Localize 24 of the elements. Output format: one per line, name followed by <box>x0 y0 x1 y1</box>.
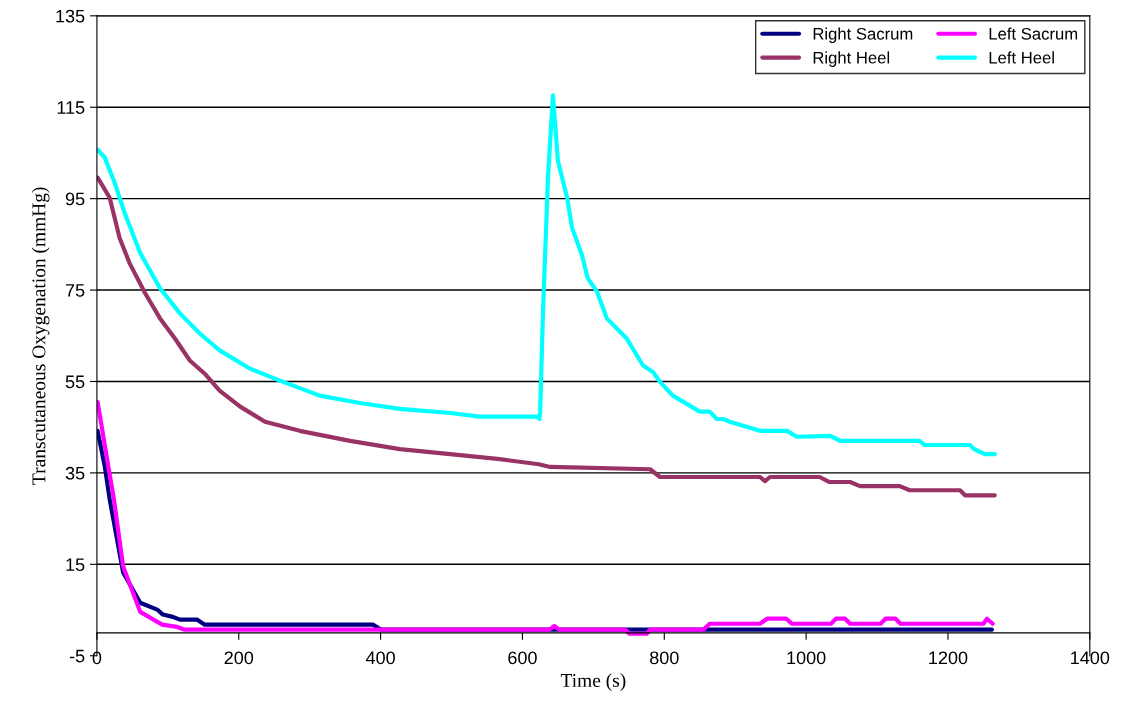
x-tick-label: 1200 <box>929 651 968 665</box>
y-tick-label: -5 <box>69 649 85 663</box>
y-tick-label: 55 <box>65 375 85 389</box>
x-tick-label: 600 <box>508 651 537 665</box>
y-axis-title: Transcutaneous Oxygenation (mmHg) <box>31 187 50 485</box>
line-series <box>96 93 997 457</box>
x-tick-label: 1000 <box>787 651 826 665</box>
x-tick-label: 0 <box>92 651 102 665</box>
x-axis-title: Time (s) <box>560 673 626 691</box>
y-tick-label: 95 <box>65 192 85 206</box>
x-tick-label: 1400 <box>1071 651 1110 665</box>
legend-label: Right Heel <box>813 51 890 67</box>
x-tick-label: 200 <box>224 651 254 665</box>
y-tick-label: 15 <box>66 558 85 572</box>
legend-label: Right Sacrum <box>813 27 913 44</box>
y-tick-label: 75 <box>65 284 85 297</box>
y-tick-label: 35 <box>65 466 85 480</box>
line-series <box>96 175 997 498</box>
x-tick-label: 400 <box>365 651 395 665</box>
y-tick-label: 135 <box>56 9 85 23</box>
y-tick-label: 115 <box>57 101 85 114</box>
x-tick-label: 800 <box>650 651 679 665</box>
legend-label: Left Sacrum <box>989 27 1078 40</box>
legend-label: Left Heel <box>989 51 1054 64</box>
